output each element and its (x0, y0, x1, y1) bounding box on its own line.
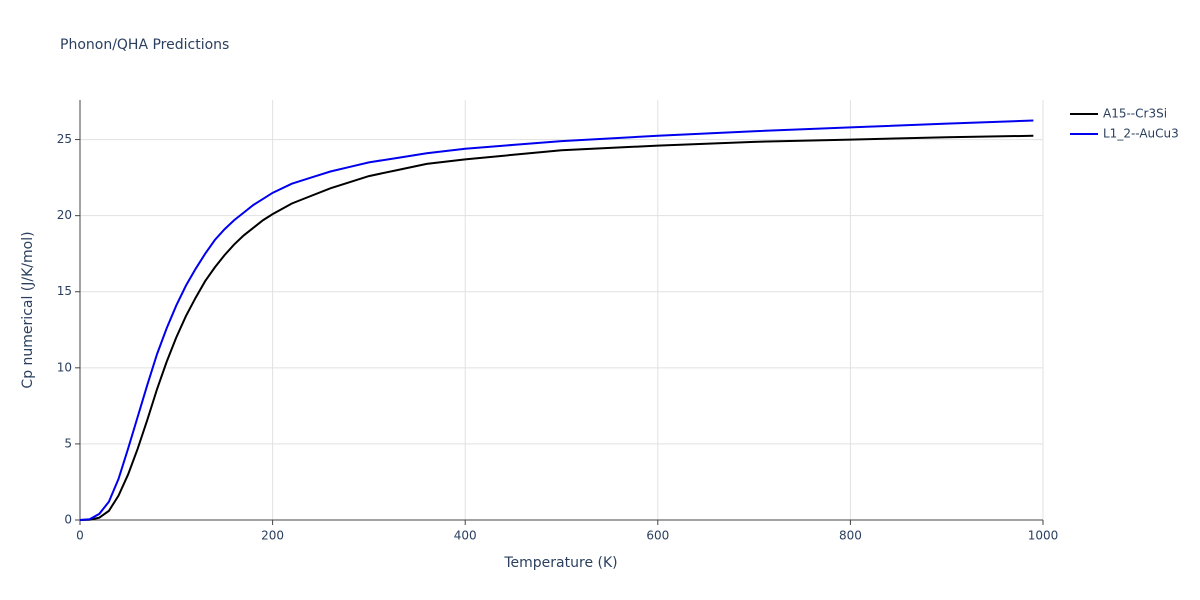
y-tick-label: 25 (57, 132, 72, 146)
line-series (79, 134, 1034, 521)
x-tick-label: 600 (646, 529, 669, 543)
x-tick-label: 800 (839, 529, 862, 543)
y-tick-label: 10 (57, 360, 72, 374)
chart-title: Phonon/QHA Predictions (60, 37, 229, 53)
x-tick-label: 0 (76, 529, 84, 543)
x-tick-label: 200 (261, 529, 284, 543)
legend-label: L1_2--AuCu3 (1103, 127, 1179, 141)
y-tick-label: 15 (57, 284, 72, 298)
y-tick-label: 0 (64, 513, 72, 527)
y-axis-title: Cp numerical (J/K/mol) (20, 231, 36, 388)
y-tick-label: 20 (57, 208, 72, 222)
line-series (79, 119, 1034, 521)
legend-label: A15--Cr3Si (1103, 107, 1167, 121)
x-tick-label: 1000 (1028, 529, 1059, 543)
x-tick-label: 400 (454, 529, 477, 543)
x-axis-title: Temperature (K) (503, 555, 617, 571)
y-tick-label: 5 (64, 436, 72, 450)
